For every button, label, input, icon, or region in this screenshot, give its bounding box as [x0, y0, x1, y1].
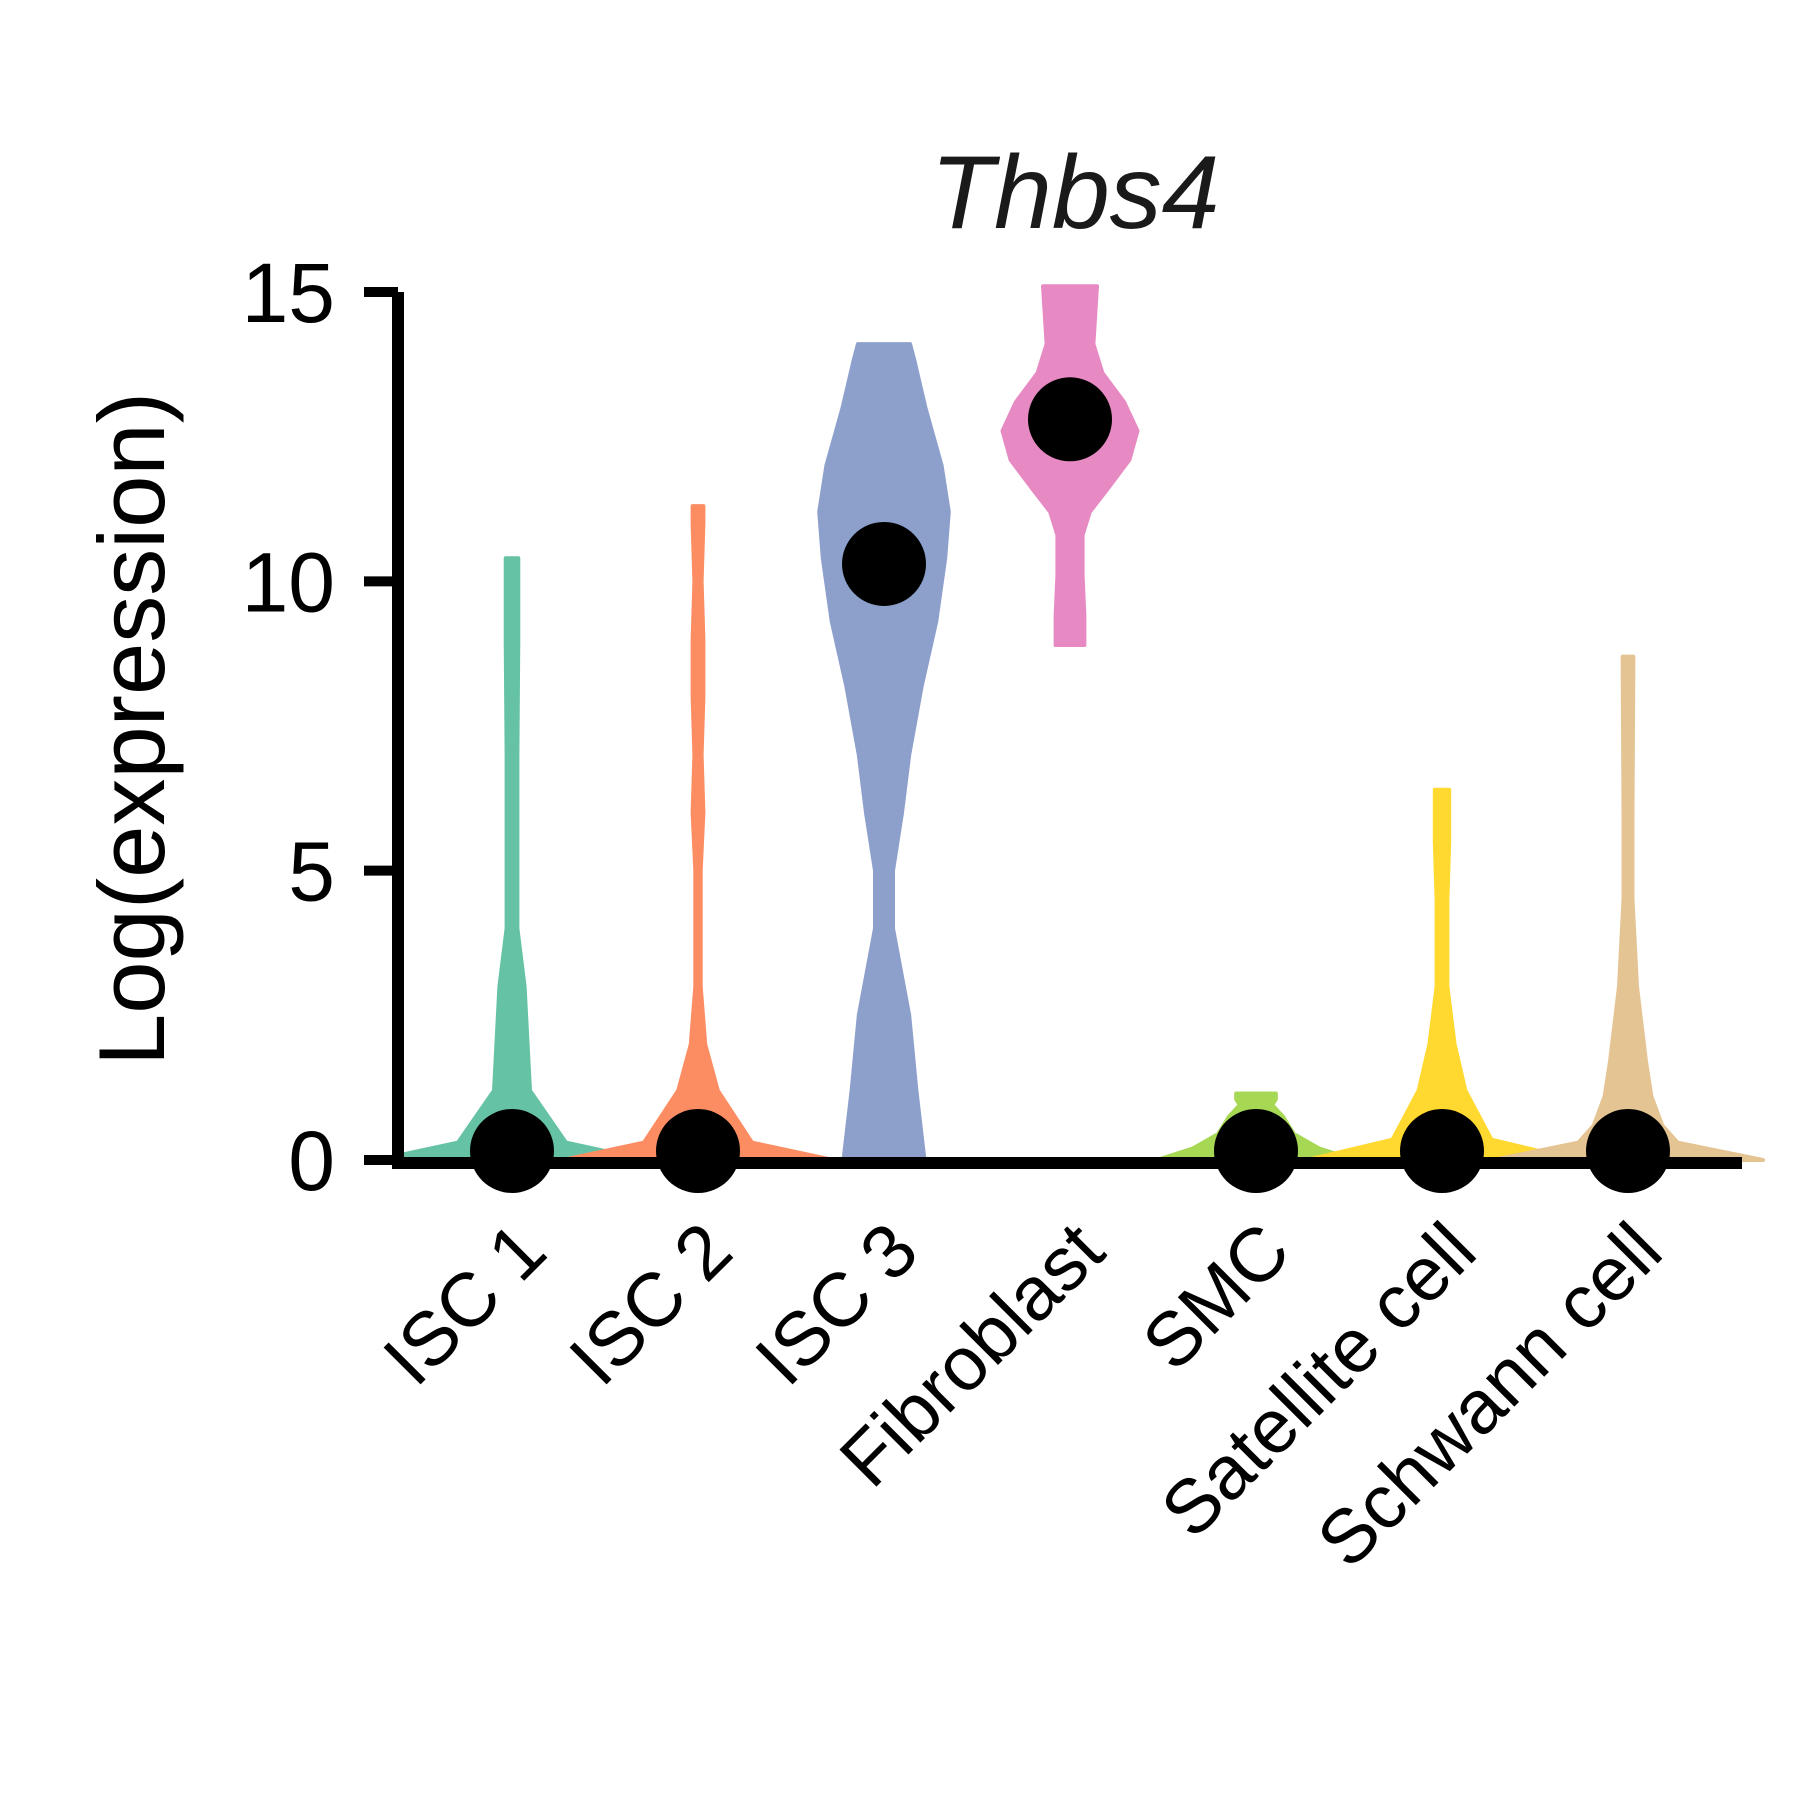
y-tick-label: 5 — [288, 825, 335, 919]
x-tick-label: ISC 1 — [368, 1207, 563, 1402]
violin-schwann-cell — [1491, 654, 1765, 1162]
median-point-satellite-cell — [1400, 1109, 1484, 1193]
median-point-schwann-cell — [1586, 1109, 1670, 1193]
y-tick-label: 15 — [242, 246, 335, 340]
median-point-fibroblast — [1028, 377, 1112, 462]
x-tick-label: ISC 2 — [554, 1207, 749, 1402]
chart-title: Thbs4 — [930, 135, 1219, 251]
violin-fibroblast — [1000, 284, 1140, 647]
y-tick-label: 0 — [288, 1114, 335, 1208]
median-points — [470, 377, 1670, 1193]
median-point-isc-1 — [470, 1109, 554, 1193]
y-ticks: 0 5 10 15 — [242, 246, 398, 1208]
axes — [392, 292, 1742, 1169]
median-point-isc-3 — [842, 521, 926, 606]
median-point-smc — [1214, 1109, 1298, 1193]
violin-isc-2 — [561, 504, 835, 1162]
median-point-isc-2 — [656, 1109, 740, 1193]
y-axis-label: Log(expression) — [79, 392, 184, 1066]
y-tick-label: 10 — [242, 535, 335, 629]
violin-satellite-cell — [1305, 787, 1579, 1162]
violin-isc-1 — [375, 556, 649, 1162]
violin-isc-3 — [817, 342, 951, 1162]
